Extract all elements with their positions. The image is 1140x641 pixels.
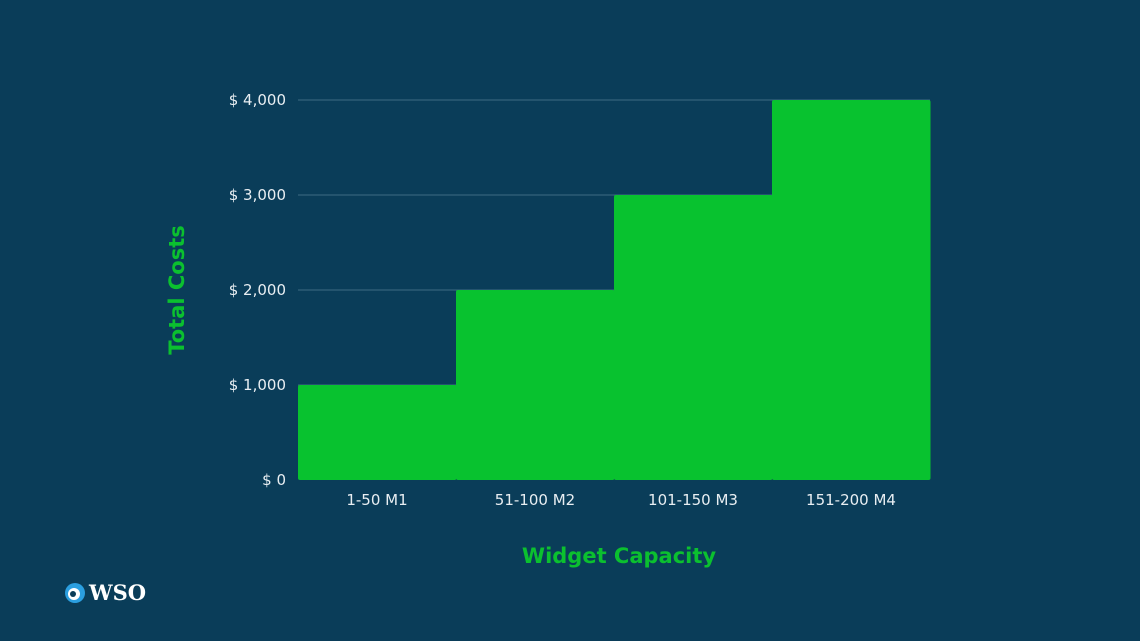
- y-axis-label: Total Costs: [165, 225, 189, 355]
- x-axis-label: Widget Capacity: [522, 544, 716, 568]
- wso-logo: WSO: [64, 580, 146, 605]
- bar: [456, 290, 615, 480]
- x-tick-label: 101-150 M3: [648, 491, 738, 509]
- bar: [298, 385, 457, 480]
- y-tick-label: $ 3,000: [229, 186, 286, 204]
- y-tick-labels: $ 0 $ 1,000 $ 2,000 $ 3,000 $ 4,000: [229, 91, 286, 489]
- y-tick-label: $ 4,000: [229, 91, 286, 109]
- logo-text: WSO: [89, 580, 147, 605]
- y-tick-label: $ 2,000: [229, 281, 286, 299]
- bar: [772, 100, 931, 480]
- x-tick-label: 51-100 M2: [495, 491, 575, 509]
- bars: [298, 100, 931, 480]
- x-tick-labels: 1-50 M1 51-100 M2 101-150 M3 151-200 M4: [346, 491, 896, 509]
- x-tick-label: 1-50 M1: [346, 491, 407, 509]
- y-tick-label: $ 1,000: [229, 376, 286, 394]
- globe-logo-icon: [65, 582, 85, 603]
- y-tick-label: $ 0: [262, 471, 286, 489]
- x-tick-label: 151-200 M4: [806, 491, 896, 509]
- bar: [614, 195, 773, 480]
